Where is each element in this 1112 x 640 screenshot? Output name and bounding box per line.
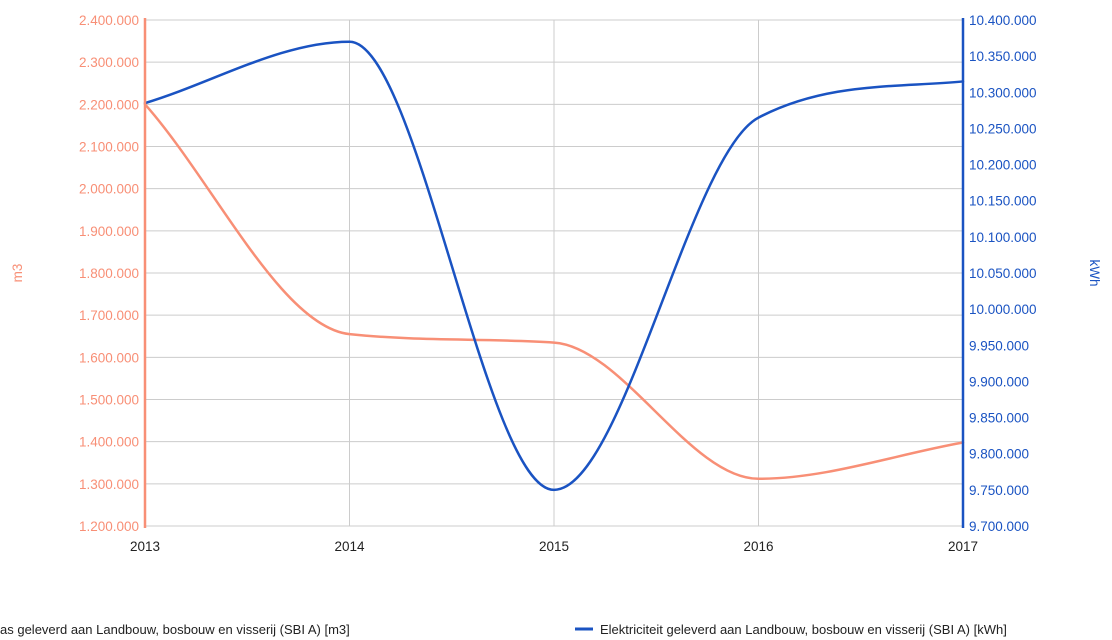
- right-axis-tick-label: 10.000.000: [969, 302, 1037, 317]
- x-axis-tick-label: 2014: [334, 539, 365, 554]
- legend-label-gas: as geleverd aan Landbouw, bosbouw en vis…: [0, 622, 350, 637]
- right-axis-tick-label: 10.200.000: [969, 158, 1037, 173]
- right-axis-tick-label: 9.700.000: [969, 519, 1029, 534]
- right-axis-tick-label: 10.100.000: [969, 230, 1037, 245]
- left-axis-title: m3: [10, 264, 25, 283]
- left-axis-tick-label: 1.600.000: [79, 350, 139, 365]
- x-axis-tick-label: 2017: [948, 539, 978, 554]
- right-axis-tick-label: 9.950.000: [969, 338, 1029, 353]
- left-axis-tick-label: 2.200.000: [79, 97, 139, 112]
- right-axis-tick-label: 10.300.000: [969, 85, 1037, 100]
- right-axis-tick-labels: 9.700.000 9.750.000 9.800.000 9.850.000 9.90…: [969, 13, 1037, 534]
- left-axis-tick-label: 1.500.000: [79, 393, 139, 408]
- right-axis-tick-label: 9.900.000: [969, 374, 1029, 389]
- x-axis-tick-label: 2016: [743, 539, 773, 554]
- right-axis-title: kWh: [1087, 260, 1102, 287]
- right-axis-tick-label: 9.750.000: [969, 483, 1029, 498]
- series-line-gas[interactable]: [143, 103, 965, 481]
- left-axis-tick-labels: 1.200.000 1.300.000 1.400.000 1.500.000 1.60…: [79, 13, 139, 534]
- legend: as geleverd aan Landbouw, bosbouw en vis…: [0, 622, 1007, 637]
- x-axis-tick-labels: 2013 2014 2015 2016 2017: [130, 539, 978, 554]
- legend-item-electricity[interactable]: Elektriciteit geleverd aan Landbouw, bos…: [575, 622, 1007, 637]
- legend-item-gas[interactable]: as geleverd aan Landbouw, bosbouw en vis…: [0, 622, 350, 637]
- series-line-electricity[interactable]: [143, 40, 965, 492]
- left-axis-tick-label: 2.100.000: [79, 140, 139, 155]
- left-axis-tick-label: 1.200.000: [79, 519, 139, 534]
- series-lines: [143, 40, 965, 492]
- left-axis-tick-label: 1.300.000: [79, 477, 139, 492]
- axes: [143, 18, 965, 528]
- left-axis-tick-label: 1.400.000: [79, 435, 139, 450]
- x-axis-tick-label: 2015: [539, 539, 569, 554]
- x-axis-tick-label: 2013: [130, 539, 160, 554]
- left-axis-tick-label: 2.300.000: [79, 55, 139, 70]
- right-axis-tick-label: 10.400.000: [969, 13, 1037, 28]
- right-axis-tick-label: 10.050.000: [969, 266, 1037, 281]
- left-axis-tick-label: 1.900.000: [79, 224, 139, 239]
- left-axis-tick-label: 2.400.000: [79, 13, 139, 28]
- legend-label-electricity: Elektriciteit geleverd aan Landbouw, bos…: [600, 622, 1007, 637]
- left-axis-tick-label: 1.700.000: [79, 308, 139, 323]
- right-axis-tick-label: 9.850.000: [969, 411, 1029, 426]
- right-axis-tick-label: 10.250.000: [969, 121, 1037, 136]
- right-axis-tick-label: 10.150.000: [969, 194, 1037, 209]
- left-axis-tick-label: 1.800.000: [79, 266, 139, 281]
- left-axis-tick-label: 2.000.000: [79, 182, 139, 197]
- right-axis-tick-label: 9.800.000: [969, 447, 1029, 462]
- right-axis-tick-label: 10.350.000: [969, 49, 1037, 64]
